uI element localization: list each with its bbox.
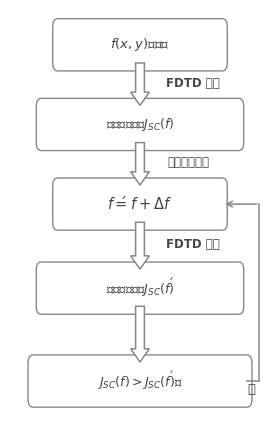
Text: FDTD 仿真: FDTD 仿真 — [166, 238, 220, 251]
Text: 否: 否 — [247, 383, 255, 396]
Polygon shape — [131, 306, 149, 362]
Text: $J_{SC}(f)>J_{SC}(f\')$？: $J_{SC}(f)>J_{SC}(f\')$？ — [97, 370, 183, 392]
Polygon shape — [131, 142, 149, 185]
FancyBboxPatch shape — [53, 19, 227, 71]
Text: 变化面型结构: 变化面型结构 — [167, 156, 209, 169]
FancyBboxPatch shape — [36, 99, 244, 151]
FancyBboxPatch shape — [36, 262, 244, 314]
Polygon shape — [131, 222, 149, 269]
Text: $f\'=f+\Delta f$: $f\'=f+\Delta f$ — [108, 195, 172, 213]
Text: FDTD 仿真: FDTD 仿真 — [166, 77, 220, 90]
FancyBboxPatch shape — [53, 178, 227, 230]
Text: $f(x, y)$赋初值: $f(x, y)$赋初值 — [110, 36, 170, 53]
FancyBboxPatch shape — [28, 355, 252, 407]
Text: 光生电流密度$J_{SC}(f)$: 光生电流密度$J_{SC}(f)$ — [106, 116, 174, 133]
Text: 光生电流密度$J_{SC}(f\')$: 光生电流密度$J_{SC}(f\')$ — [106, 277, 174, 299]
Polygon shape — [131, 63, 149, 105]
